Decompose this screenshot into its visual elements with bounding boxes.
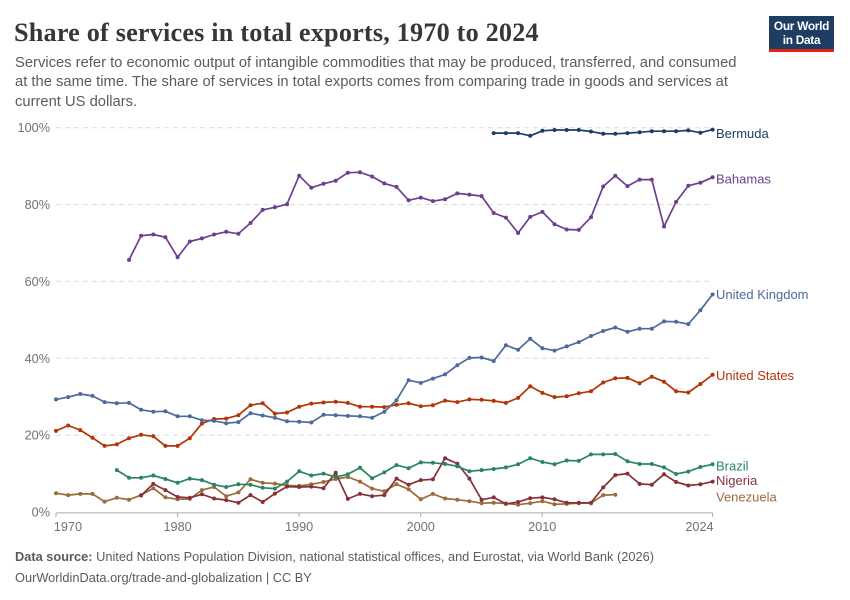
svg-text:1980: 1980 — [163, 520, 191, 534]
svg-text:Venezuela: Venezuela — [716, 490, 777, 505]
svg-text:Bermuda: Bermuda — [716, 126, 770, 141]
svg-text:Nigeria: Nigeria — [716, 473, 758, 488]
svg-text:1970: 1970 — [54, 520, 82, 534]
svg-text:100%: 100% — [18, 121, 50, 135]
svg-text:Bahamas: Bahamas — [716, 172, 771, 187]
svg-text:60%: 60% — [25, 275, 50, 289]
svg-text:20%: 20% — [25, 429, 50, 443]
svg-text:United States: United States — [716, 368, 795, 383]
svg-text:2000: 2000 — [407, 520, 435, 534]
svg-text:2010: 2010 — [528, 520, 556, 534]
svg-text:1990: 1990 — [285, 520, 313, 534]
svg-text:2024: 2024 — [685, 520, 713, 534]
svg-text:0%: 0% — [32, 506, 50, 520]
svg-text:40%: 40% — [25, 352, 50, 366]
svg-text:Brazil: Brazil — [716, 459, 749, 474]
svg-text:80%: 80% — [25, 198, 50, 212]
svg-text:United Kingdom: United Kingdom — [716, 287, 809, 302]
